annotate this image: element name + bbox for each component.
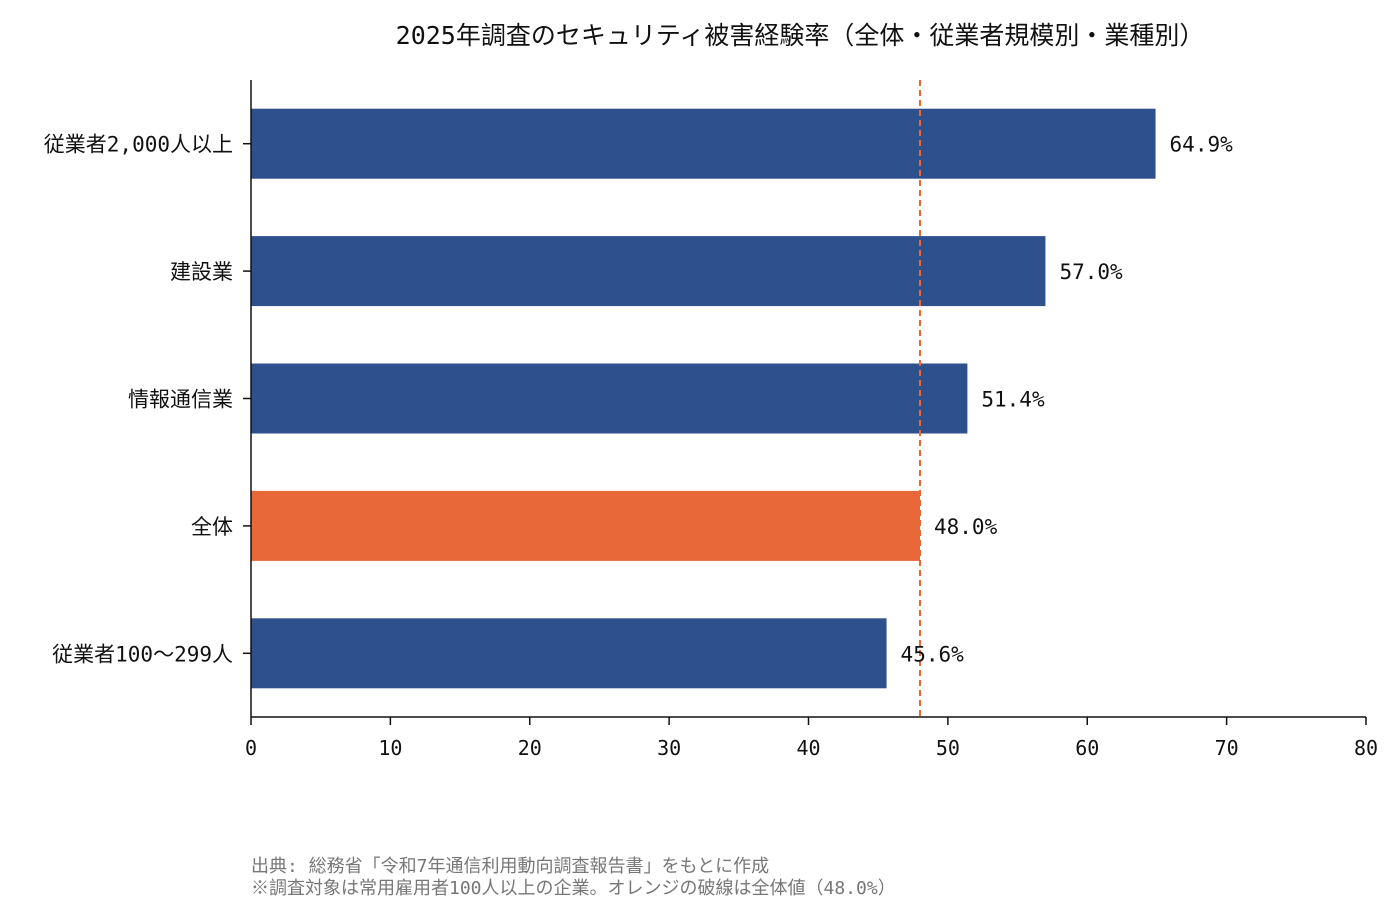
bar-2 (251, 236, 1046, 307)
x-tick-label-70: 70 (1215, 736, 1239, 760)
category-label-4: 全体 (191, 515, 233, 539)
x-tick-label-10: 10 (378, 736, 402, 760)
category-label-2: 建設業 (170, 260, 233, 284)
x-tick-label-60: 60 (1075, 736, 1099, 760)
category-label-5: 従業者100〜299人 (52, 642, 233, 666)
bar-3 (251, 363, 968, 434)
value-label-5: 45.6% (901, 642, 965, 666)
value-label-2: 57.0% (1059, 260, 1123, 284)
footnote-source-line: 出典: 総務省「令和7年通信利用動向調査報告書」をもとに作成 (251, 856, 770, 877)
chart-title: 2025年調査のセキュリティ被害経験率（全体・従業者規模別・業種別） (396, 21, 1205, 50)
x-tick-label-0: 0 (245, 736, 257, 760)
value-label-1: 64.9% (1170, 133, 1234, 157)
x-tick-label-20: 20 (518, 736, 542, 760)
x-tick-label-30: 30 (657, 736, 681, 760)
footnote-note-line: ※調査対象は常用雇用者100人以上の企業。オレンジの破線は全体値（48.0%） (251, 878, 896, 899)
bar-1 (251, 108, 1156, 179)
value-label-4: 48.0% (934, 515, 998, 539)
source-footnote: 出典: 総務省「令和7年通信利用動向調査報告書」をもとに作成 ※調査対象は常用雇… (251, 856, 896, 900)
value-label-3: 51.4% (981, 388, 1045, 412)
x-tick-label-80: 80 (1354, 736, 1378, 760)
bar-4 (251, 490, 920, 561)
x-tick-label-40: 40 (796, 736, 820, 760)
bar-5 (251, 618, 887, 689)
category-label-1: 従業者2,000人以上 (44, 133, 233, 157)
category-label-3: 情報通信業 (128, 388, 233, 412)
x-tick-label-50: 50 (936, 736, 960, 760)
